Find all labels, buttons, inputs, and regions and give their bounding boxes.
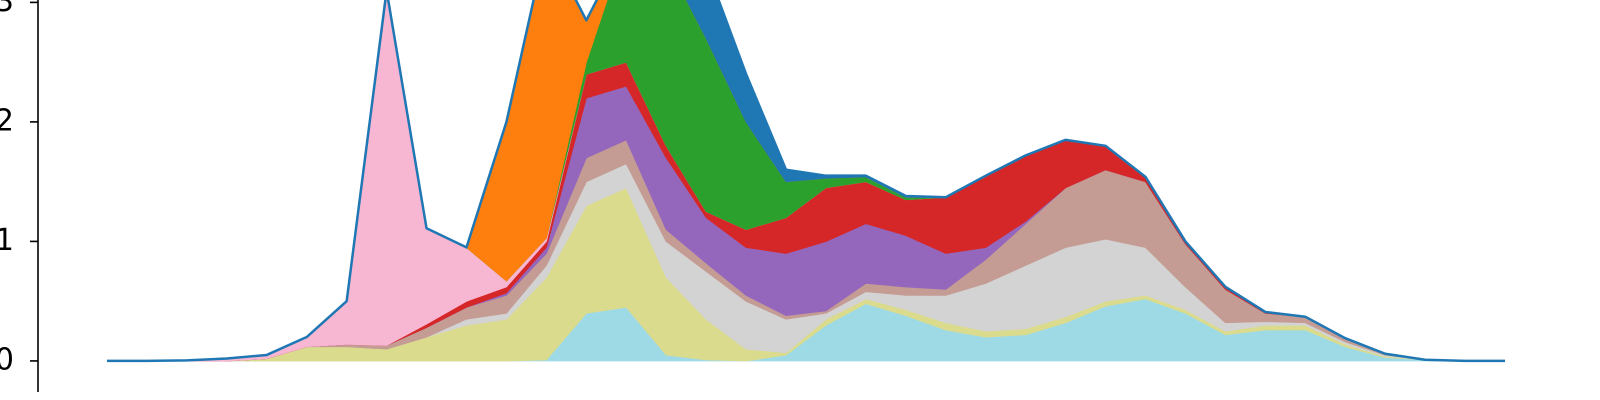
y-tick-label: 3 (0, 0, 14, 19)
top-outline (107, 0, 1505, 363)
area (107, 0, 1505, 362)
y-tick-label: 0 (0, 342, 14, 377)
y-tick-label: 1 (0, 223, 14, 258)
y-tick-label: 2 (0, 103, 14, 138)
